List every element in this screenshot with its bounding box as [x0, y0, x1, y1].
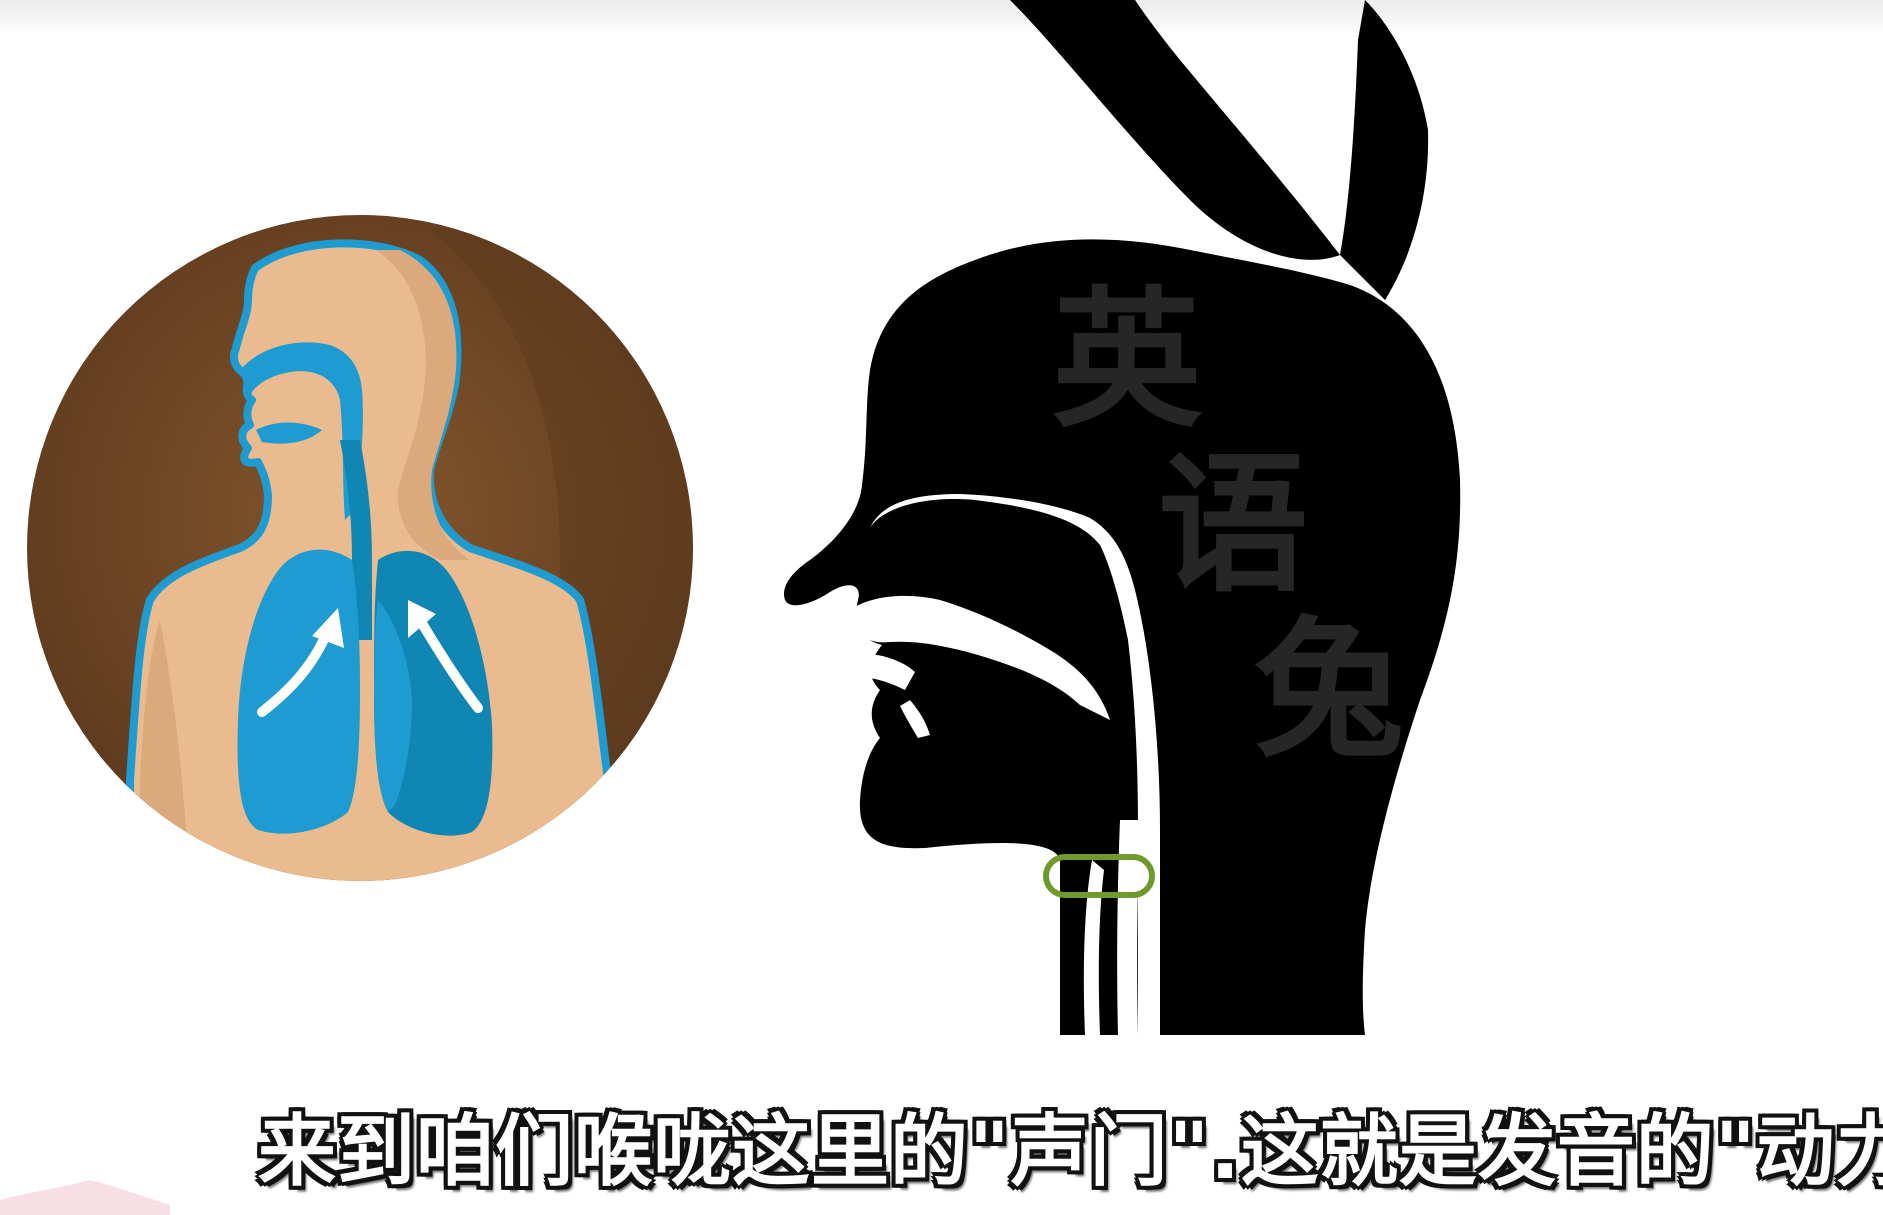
glottis-highlight: [1043, 854, 1155, 898]
head-silhouette: [784, 0, 1461, 1035]
pink-mark: [0, 1180, 170, 1215]
oral-cavity: [850, 595, 1110, 720]
trachea: [340, 440, 372, 640]
respiratory-illustration: [27, 215, 693, 881]
ear-right: [1340, 0, 1429, 300]
subtitle-caption: 来到咱们喉咙这里的"声门".这就是发音的"动力".: [258, 1107, 1883, 1197]
head-shape: [784, 239, 1461, 1035]
ear-left: [1010, 0, 1340, 260]
top-bar: [0, 0, 1883, 34]
airflow-arrow-icon: [408, 600, 483, 713]
airflow-arrow-icon: [257, 608, 344, 717]
larynx-airway: [1083, 860, 1104, 1035]
